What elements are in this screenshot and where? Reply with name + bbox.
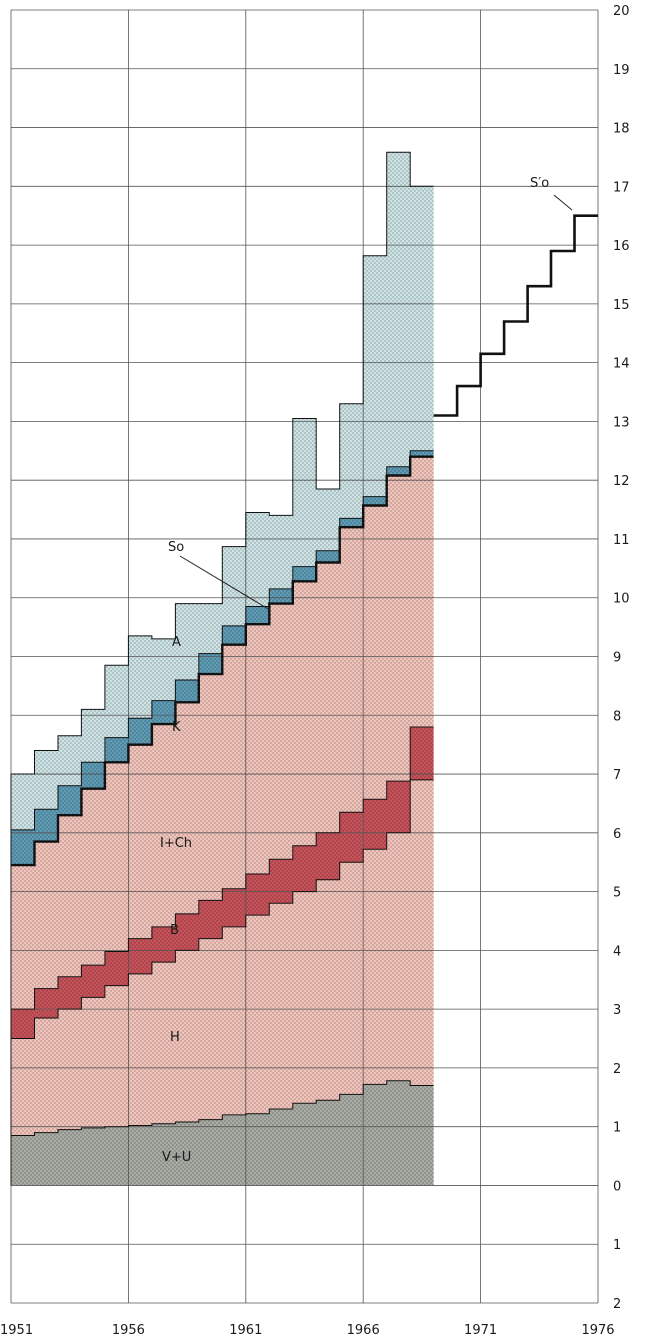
series-top-line-h [11,779,434,1039]
y-tick-label: 3 [613,1003,621,1018]
x-tick-label: 1961 [229,1323,262,1338]
series-top-line-b [11,726,434,1010]
label-so-prime: S′o [530,176,549,191]
y-tick-label: 12 [613,474,630,489]
y-tick-label: 14 [613,357,630,372]
y-tick-label: 19 [613,63,630,78]
label-b: B [170,923,179,938]
series-top-line-a [11,151,434,775]
area-texture-h [11,779,434,1136]
area-texture-i-ch [11,456,434,1010]
area-texture-a [11,152,434,830]
area-texture-v-u [11,1080,434,1186]
area-texture-b [11,727,434,1039]
y-tick-label: 8 [613,709,621,724]
series-top-line-v-u [11,1080,434,1136]
x-tick-label: 1966 [347,1323,380,1338]
so-pointer-line [179,555,271,611]
y-tick-label: 1 [613,1238,621,1253]
x-tick-label: 1956 [112,1323,145,1338]
y-tick-label: 11 [613,533,630,548]
label-a: A [172,635,181,650]
y-tick-label: 4 [613,944,621,959]
label-so: So [168,540,184,555]
y-tick-label: 1 [613,1121,621,1136]
x-tick-label: 1976 [581,1323,614,1338]
y-tick-label: 17 [613,180,630,195]
y-tick-label: 16 [613,239,630,254]
label-i-ch: I+Ch [160,836,192,851]
y-tick-label: 2 [613,1062,621,1077]
y-tick-label: 2 [613,1297,621,1312]
y-tick-label: 18 [613,122,630,137]
label-k: K [172,720,181,735]
x-tick-label: 1971 [464,1323,497,1338]
so-prime-pointer-line [553,194,573,211]
grid-lines [10,9,599,1304]
y-tick-label: 13 [613,415,630,430]
series-top-line-i-ch [11,455,434,867]
y-tick-label: 5 [613,886,621,901]
y-tick-label: 20 [613,4,630,19]
y-tick-label: 6 [613,827,621,842]
label-v-u: V+U [162,1150,191,1165]
y-tick-label: 10 [613,592,630,607]
y-tick-label: 7 [613,768,621,783]
y-tick-label: 9 [613,651,621,666]
projection-so-prime-line [433,214,598,417]
outline-lines [10,151,598,1186]
y-tick-label: 0 [613,1179,621,1194]
x-tick-label: 1951 [0,1323,33,1338]
label-h: H [170,1030,180,1045]
y-tick-label: 15 [613,298,630,313]
x-axis-ticks: 1951 1956 1961 1966 1971 1976 [0,1323,615,1338]
series-top-line-k [11,450,434,831]
